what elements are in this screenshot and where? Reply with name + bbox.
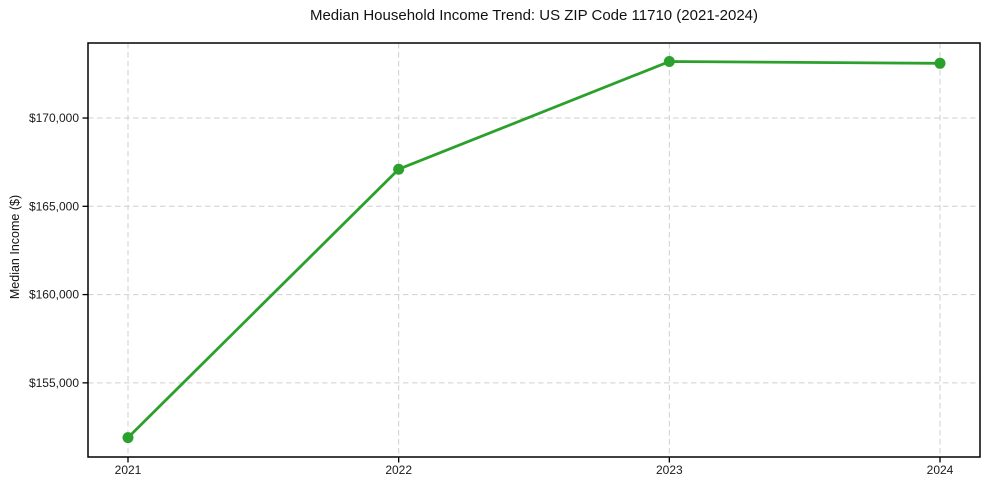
x-tick-label: 2021 — [115, 463, 142, 477]
x-tick-label: 2023 — [656, 463, 683, 477]
y-tick-label: $160,000 — [29, 288, 79, 302]
y-tick-label: $155,000 — [29, 376, 79, 390]
data-point-2023 — [663, 56, 675, 68]
y-tick-label: $170,000 — [29, 111, 79, 125]
x-tick-label: 2022 — [385, 463, 412, 477]
x-tick-label: 2024 — [927, 463, 954, 477]
data-point-2022 — [393, 163, 405, 175]
plot-border — [87, 42, 981, 458]
chart-title: Median Household Income Trend: US ZIP Co… — [309, 7, 759, 24]
data-point-2021 — [122, 432, 134, 444]
data-point-2024 — [934, 57, 946, 69]
y-axis-label: Median Income ($) — [8, 194, 22, 300]
trend-line — [126, 60, 942, 439]
y-tick-label: $165,000 — [29, 199, 79, 213]
